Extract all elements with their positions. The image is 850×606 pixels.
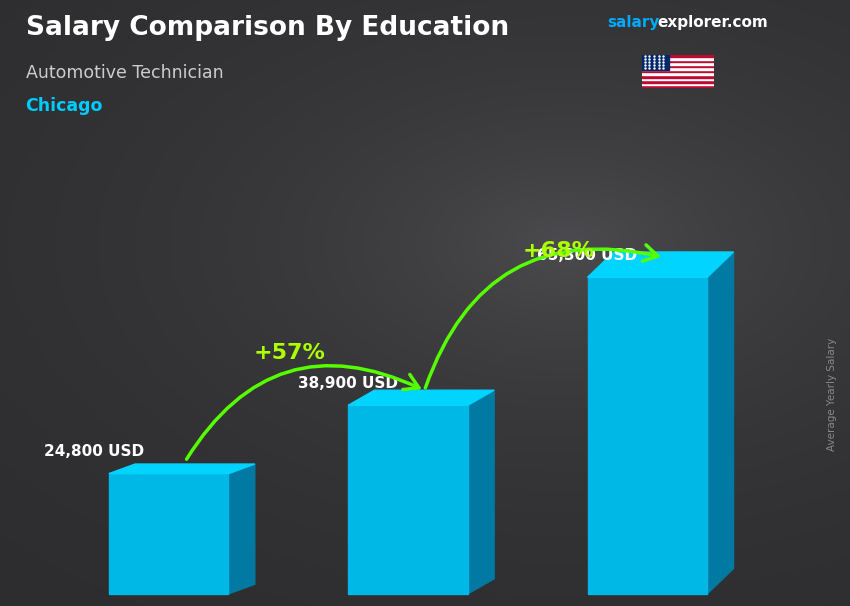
Text: salary: salary [608, 15, 660, 30]
Bar [642, 80, 714, 83]
Bar [587, 278, 707, 594]
Bar [642, 73, 714, 75]
Bar [642, 85, 714, 88]
Text: 38,900 USD: 38,900 USD [298, 376, 398, 391]
Text: 65,300 USD: 65,300 USD [537, 248, 638, 263]
Bar [642, 59, 714, 62]
Polygon shape [707, 252, 734, 594]
Text: Automotive Technician: Automotive Technician [26, 64, 223, 82]
Text: +68%: +68% [523, 241, 595, 261]
Bar [109, 474, 229, 594]
Polygon shape [468, 390, 494, 594]
Polygon shape [109, 464, 255, 474]
Bar [642, 57, 714, 59]
Bar [348, 405, 468, 594]
Bar [642, 70, 714, 73]
Polygon shape [587, 252, 734, 278]
Text: +57%: +57% [254, 344, 326, 364]
FancyArrowPatch shape [425, 245, 658, 388]
Bar [642, 67, 714, 70]
FancyArrowPatch shape [186, 365, 419, 459]
Bar [642, 75, 714, 78]
Bar [642, 55, 669, 70]
Bar [642, 62, 714, 65]
Bar [642, 78, 714, 80]
Bar [642, 65, 714, 67]
Text: Average Yearly Salary: Average Yearly Salary [827, 338, 837, 450]
Bar [642, 83, 714, 85]
Text: explorer.com: explorer.com [657, 15, 768, 30]
Text: Salary Comparison By Education: Salary Comparison By Education [26, 15, 508, 41]
Bar [642, 55, 714, 57]
Text: Chicago: Chicago [26, 97, 103, 115]
Text: 24,800 USD: 24,800 USD [44, 444, 144, 459]
Polygon shape [348, 390, 494, 405]
Polygon shape [229, 464, 255, 594]
